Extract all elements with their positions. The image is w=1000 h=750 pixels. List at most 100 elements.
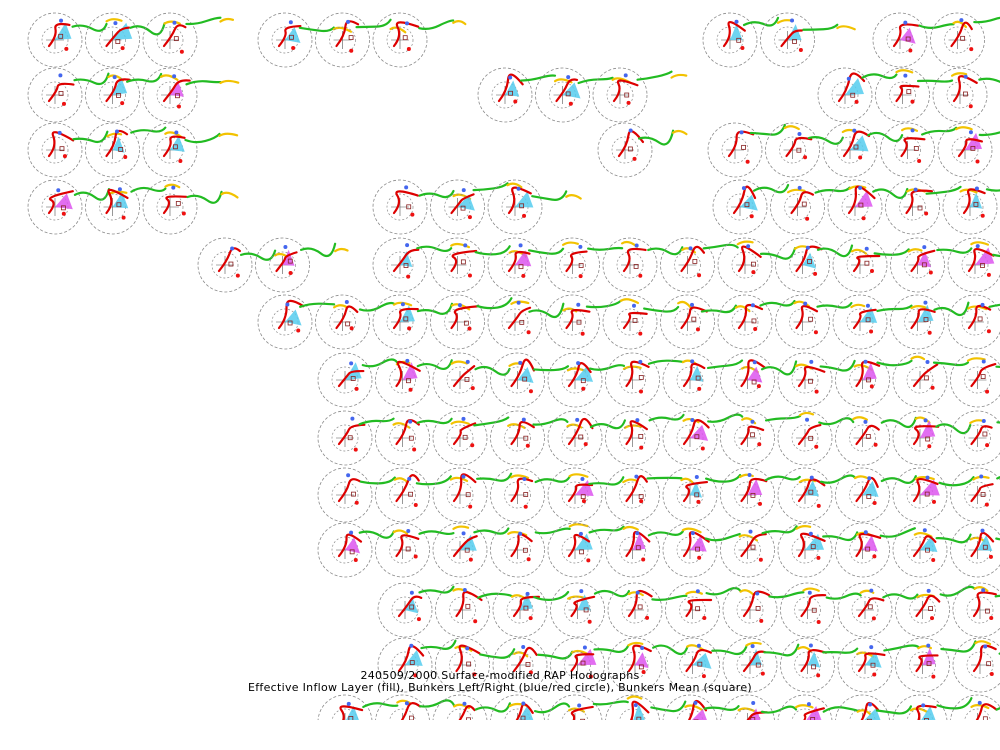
dashed-circle-icon <box>832 294 888 350</box>
effective-inflow-fill <box>807 651 821 668</box>
square-icon <box>985 608 990 614</box>
mid-level-trace <box>647 246 684 256</box>
effective-inflow-fill <box>900 27 916 44</box>
upper-level-trace <box>561 241 579 246</box>
low-level-trace <box>622 311 648 330</box>
square-icon <box>287 258 293 264</box>
low-level-trace <box>625 360 650 388</box>
dashed-circle-icon <box>947 237 1000 293</box>
effective-inflow-fill <box>802 252 817 269</box>
low-level-trace <box>512 646 538 673</box>
mid-level-trace <box>479 648 516 659</box>
station-hodograph <box>777 694 872 720</box>
inner-ring <box>621 596 649 624</box>
inner-ring <box>619 536 646 564</box>
upper-level-trace <box>802 587 820 592</box>
inner-ring <box>679 596 706 624</box>
low-level-trace <box>217 247 241 273</box>
low-level-trace <box>47 131 75 158</box>
inner-ring <box>951 136 979 164</box>
effective-inflow-fill <box>975 247 995 265</box>
mid-level-trace <box>936 247 973 254</box>
blue-dot-icon <box>913 187 918 192</box>
dashed-circle-icon <box>835 467 890 523</box>
dashed-circle-icon <box>892 352 948 408</box>
low-level-trace <box>855 532 882 558</box>
mid-level-trace <box>880 416 917 429</box>
upper-level-trace <box>627 641 644 647</box>
red-dot-icon <box>353 447 358 452</box>
effective-inflow-fill <box>285 309 302 326</box>
square-icon <box>810 717 816 720</box>
station-hodograph <box>435 637 529 693</box>
mid-level-trace <box>416 302 454 315</box>
upper-level-trace <box>955 126 973 131</box>
station-hodograph <box>837 637 933 693</box>
blue-dot-icon <box>690 359 695 364</box>
station-hodograph <box>317 410 411 466</box>
station-hodograph <box>487 179 582 235</box>
dashed-circle-icon <box>720 694 775 720</box>
dashed-circle-icon <box>665 637 720 693</box>
inner-ring <box>909 651 936 679</box>
low-level-trace <box>392 307 419 330</box>
station-hodograph <box>832 237 923 293</box>
low-level-trace <box>452 473 477 503</box>
low-level-trace <box>797 365 826 388</box>
upper-level-trace <box>914 475 935 481</box>
red-dot-icon <box>757 442 762 447</box>
mid-level-trace <box>647 359 684 365</box>
mid-level-trace <box>476 592 514 599</box>
dashed-circle-icon <box>760 12 815 68</box>
station-hodograph <box>892 694 990 720</box>
square-icon <box>624 92 630 98</box>
inner-ring <box>564 651 591 679</box>
square-icon <box>636 716 642 720</box>
low-level-trace <box>795 245 823 273</box>
blue-dot-icon <box>462 588 467 593</box>
upper-level-trace <box>507 531 528 537</box>
mid-level-trace <box>126 72 163 83</box>
dashed-circle-icon <box>892 467 948 523</box>
hodo-axes <box>517 713 518 720</box>
square-icon <box>460 259 466 265</box>
low-level-trace <box>910 308 936 330</box>
blue-dot-icon <box>869 588 874 593</box>
dashed-circle-icon <box>315 294 370 350</box>
blue-dot-icon <box>797 131 802 136</box>
red-dot-icon <box>568 101 573 106</box>
station-hodograph <box>317 522 409 578</box>
low-level-trace <box>105 129 129 158</box>
effective-inflow-fill <box>862 362 877 380</box>
dashed-circle-icon <box>430 294 485 350</box>
square-icon <box>228 261 234 267</box>
inner-ring <box>506 596 534 624</box>
station-hodograph <box>835 467 935 523</box>
mid-level-trace <box>416 359 453 370</box>
dashed-circle-icon <box>872 12 928 68</box>
low-level-trace <box>392 248 420 273</box>
hodograph-map <box>27 12 1000 720</box>
blue-dot-icon <box>521 417 526 422</box>
red-dot-icon <box>120 46 125 51</box>
dashed-circle-icon <box>492 637 548 693</box>
dashed-circle-icon <box>375 694 430 720</box>
low-level-trace <box>803 707 825 720</box>
red-dot-icon <box>638 389 643 394</box>
square-icon <box>175 201 181 206</box>
red-dot-icon <box>470 443 475 448</box>
square-icon <box>408 435 414 441</box>
blue-dot-icon <box>404 185 409 190</box>
dashed-circle-icon <box>932 67 988 123</box>
red-dot-icon <box>408 387 413 392</box>
low-level-trace <box>685 598 713 618</box>
square-icon <box>751 261 756 267</box>
station-hodograph <box>665 582 755 638</box>
blue-dot-icon <box>806 702 811 707</box>
upper-level-trace <box>969 419 985 425</box>
station-hodograph <box>372 12 467 68</box>
station-hodograph <box>665 637 762 693</box>
mid-level-trace <box>239 249 277 261</box>
station-hodograph <box>892 352 986 408</box>
low-level-trace <box>857 597 885 618</box>
